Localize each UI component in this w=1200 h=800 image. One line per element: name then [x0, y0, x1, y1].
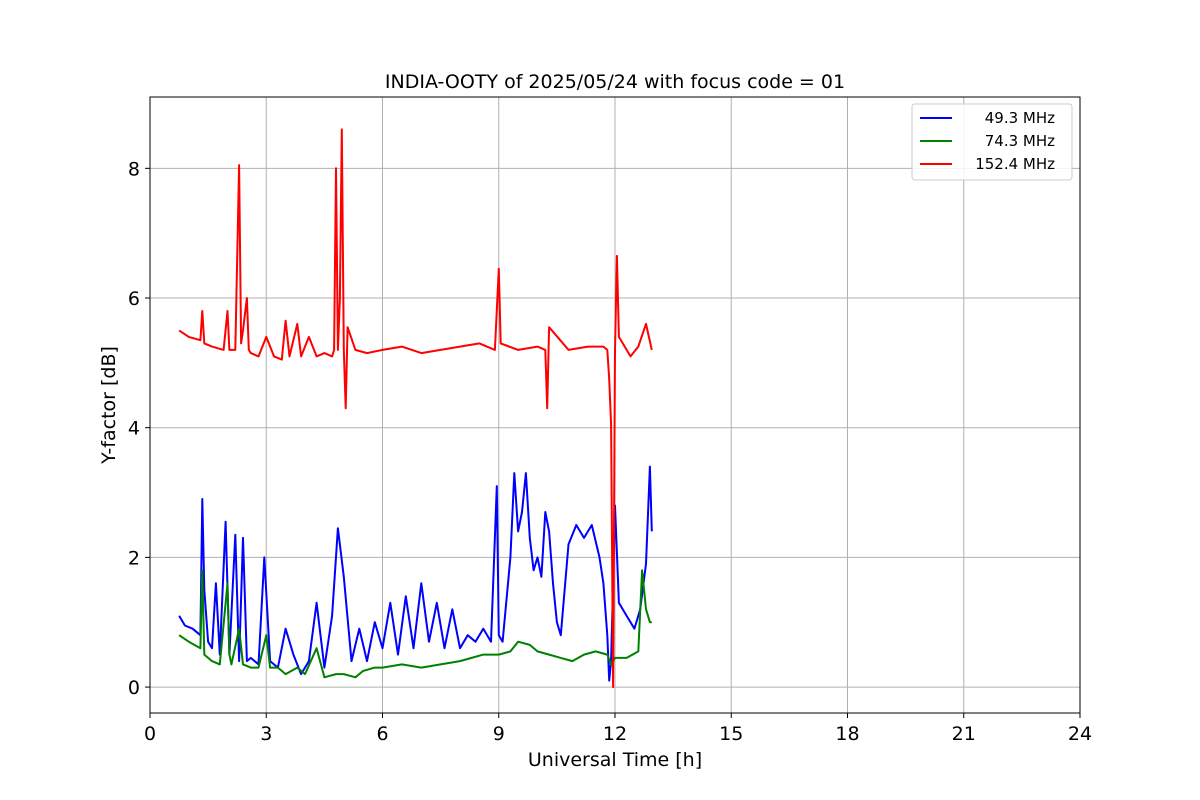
y-tick-label: 8 — [128, 158, 140, 180]
y-tick-label: 0 — [128, 677, 140, 699]
x-axis-label: Universal Time [h] — [528, 749, 702, 771]
x-tick-label: 24 — [1068, 723, 1092, 745]
y-tick-label: 4 — [128, 418, 140, 440]
legend-label: 49.3 MHz — [985, 109, 1055, 127]
legend: 49.3 MHz 74.3 MHz 152.4 MHz — [911, 103, 1073, 181]
x-tick-label: 9 — [493, 723, 505, 745]
x-tick-label: 18 — [835, 723, 859, 745]
y-tick-label: 2 — [128, 547, 140, 569]
x-tick-label: 15 — [719, 723, 743, 745]
chart-title: INDIA-OOTY of 2025/05/24 with focus code… — [385, 71, 845, 93]
x-tick-label: 12 — [603, 723, 627, 745]
series-line-2 — [178, 569, 652, 679]
series-layer — [178, 128, 653, 689]
x-tick-label: 6 — [376, 723, 388, 745]
series-line-1 — [178, 465, 653, 682]
y-tick-label: 6 — [128, 288, 140, 310]
series-line-3 — [178, 128, 653, 689]
x-tick-label: 0 — [144, 723, 156, 745]
x-tick-label: 3 — [260, 723, 272, 745]
legend-label: 74.3 MHz — [985, 132, 1055, 150]
x-tick-label: 21 — [952, 723, 976, 745]
y-axis-label: Y-factor [dB] — [98, 346, 120, 465]
legend-label: 152.4 MHz — [975, 155, 1055, 173]
legend-box — [911, 103, 1073, 181]
